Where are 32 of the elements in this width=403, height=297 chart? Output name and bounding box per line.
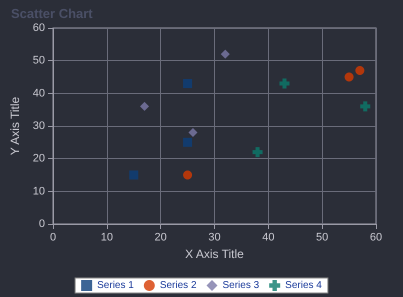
x-tick-label: 0 bbox=[50, 232, 56, 244]
point bbox=[183, 138, 192, 147]
y-tick-label: 40 bbox=[32, 87, 45, 100]
point bbox=[220, 50, 230, 59]
point bbox=[355, 66, 364, 75]
y-tick-label: 60 bbox=[32, 22, 45, 34]
point bbox=[344, 72, 354, 82]
x-tick-label: 10 bbox=[100, 232, 113, 244]
point bbox=[140, 102, 150, 111]
x-tick-label: 60 bbox=[370, 232, 382, 244]
y-tick-label: 50 bbox=[32, 54, 45, 67]
x-axis-title: X Axis Title bbox=[185, 246, 244, 261]
point bbox=[183, 79, 192, 88]
y-tick-label: 0 bbox=[38, 218, 45, 230]
y-axis-title: Y Axis Title bbox=[8, 96, 22, 156]
y-tick-label: 10 bbox=[32, 185, 45, 198]
point bbox=[183, 170, 192, 180]
y-tick-label: 20 bbox=[32, 152, 45, 165]
point bbox=[129, 170, 138, 180]
point bbox=[279, 78, 290, 89]
x-tick-label: 30 bbox=[208, 232, 221, 244]
point bbox=[188, 128, 198, 138]
legend-label: Series 2 bbox=[160, 280, 197, 291]
point bbox=[360, 101, 370, 112]
legend-label: Series 1 bbox=[97, 280, 134, 291]
x-tick-label: 20 bbox=[154, 232, 167, 244]
point bbox=[252, 147, 263, 158]
x-tick-label: 50 bbox=[316, 232, 328, 244]
x-tick-label: 40 bbox=[262, 232, 274, 244]
y-tick-label: 30 bbox=[32, 120, 45, 132]
legend-label: Series 4 bbox=[285, 280, 322, 291]
legend-label: Series 3 bbox=[222, 280, 260, 291]
